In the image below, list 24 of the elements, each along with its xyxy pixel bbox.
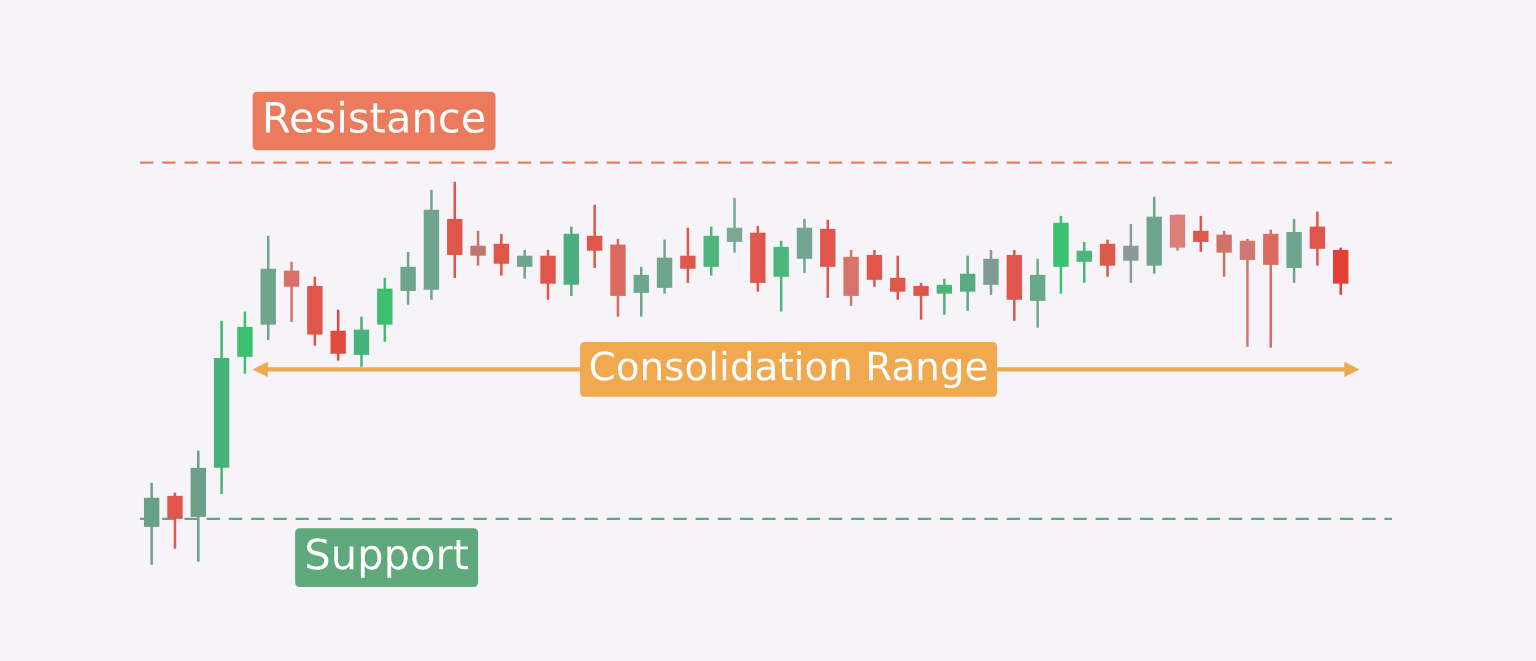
- candlestick: [936, 277, 953, 316]
- candlestick: [726, 196, 743, 254]
- candlestick: [1099, 238, 1116, 279]
- candlestick: [470, 229, 486, 267]
- candlestick: [517, 248, 533, 280]
- candlestick: [330, 308, 346, 362]
- ref-line-label: Support: [307, 538, 468, 578]
- candlestick: [1193, 214, 1209, 254]
- candlestick: [283, 260, 300, 324]
- candlestick: [586, 203, 603, 270]
- candlestick: [913, 281, 929, 321]
- candlestick: [1239, 237, 1256, 349]
- candlestick: [1216, 229, 1232, 279]
- candlestick: [1076, 240, 1092, 285]
- candlestick: [680, 226, 696, 285]
- candlestick: [890, 254, 906, 301]
- candlestick: [1123, 222, 1139, 285]
- candlestick: [959, 254, 976, 313]
- ref-line-label: Consolidation Range: [590, 350, 987, 389]
- candlestick: [493, 232, 510, 277]
- candlestick: [1309, 210, 1326, 267]
- candlestick: [633, 265, 649, 318]
- candlestick: [167, 491, 183, 550]
- ref-line-label: Resistance: [265, 100, 485, 134]
